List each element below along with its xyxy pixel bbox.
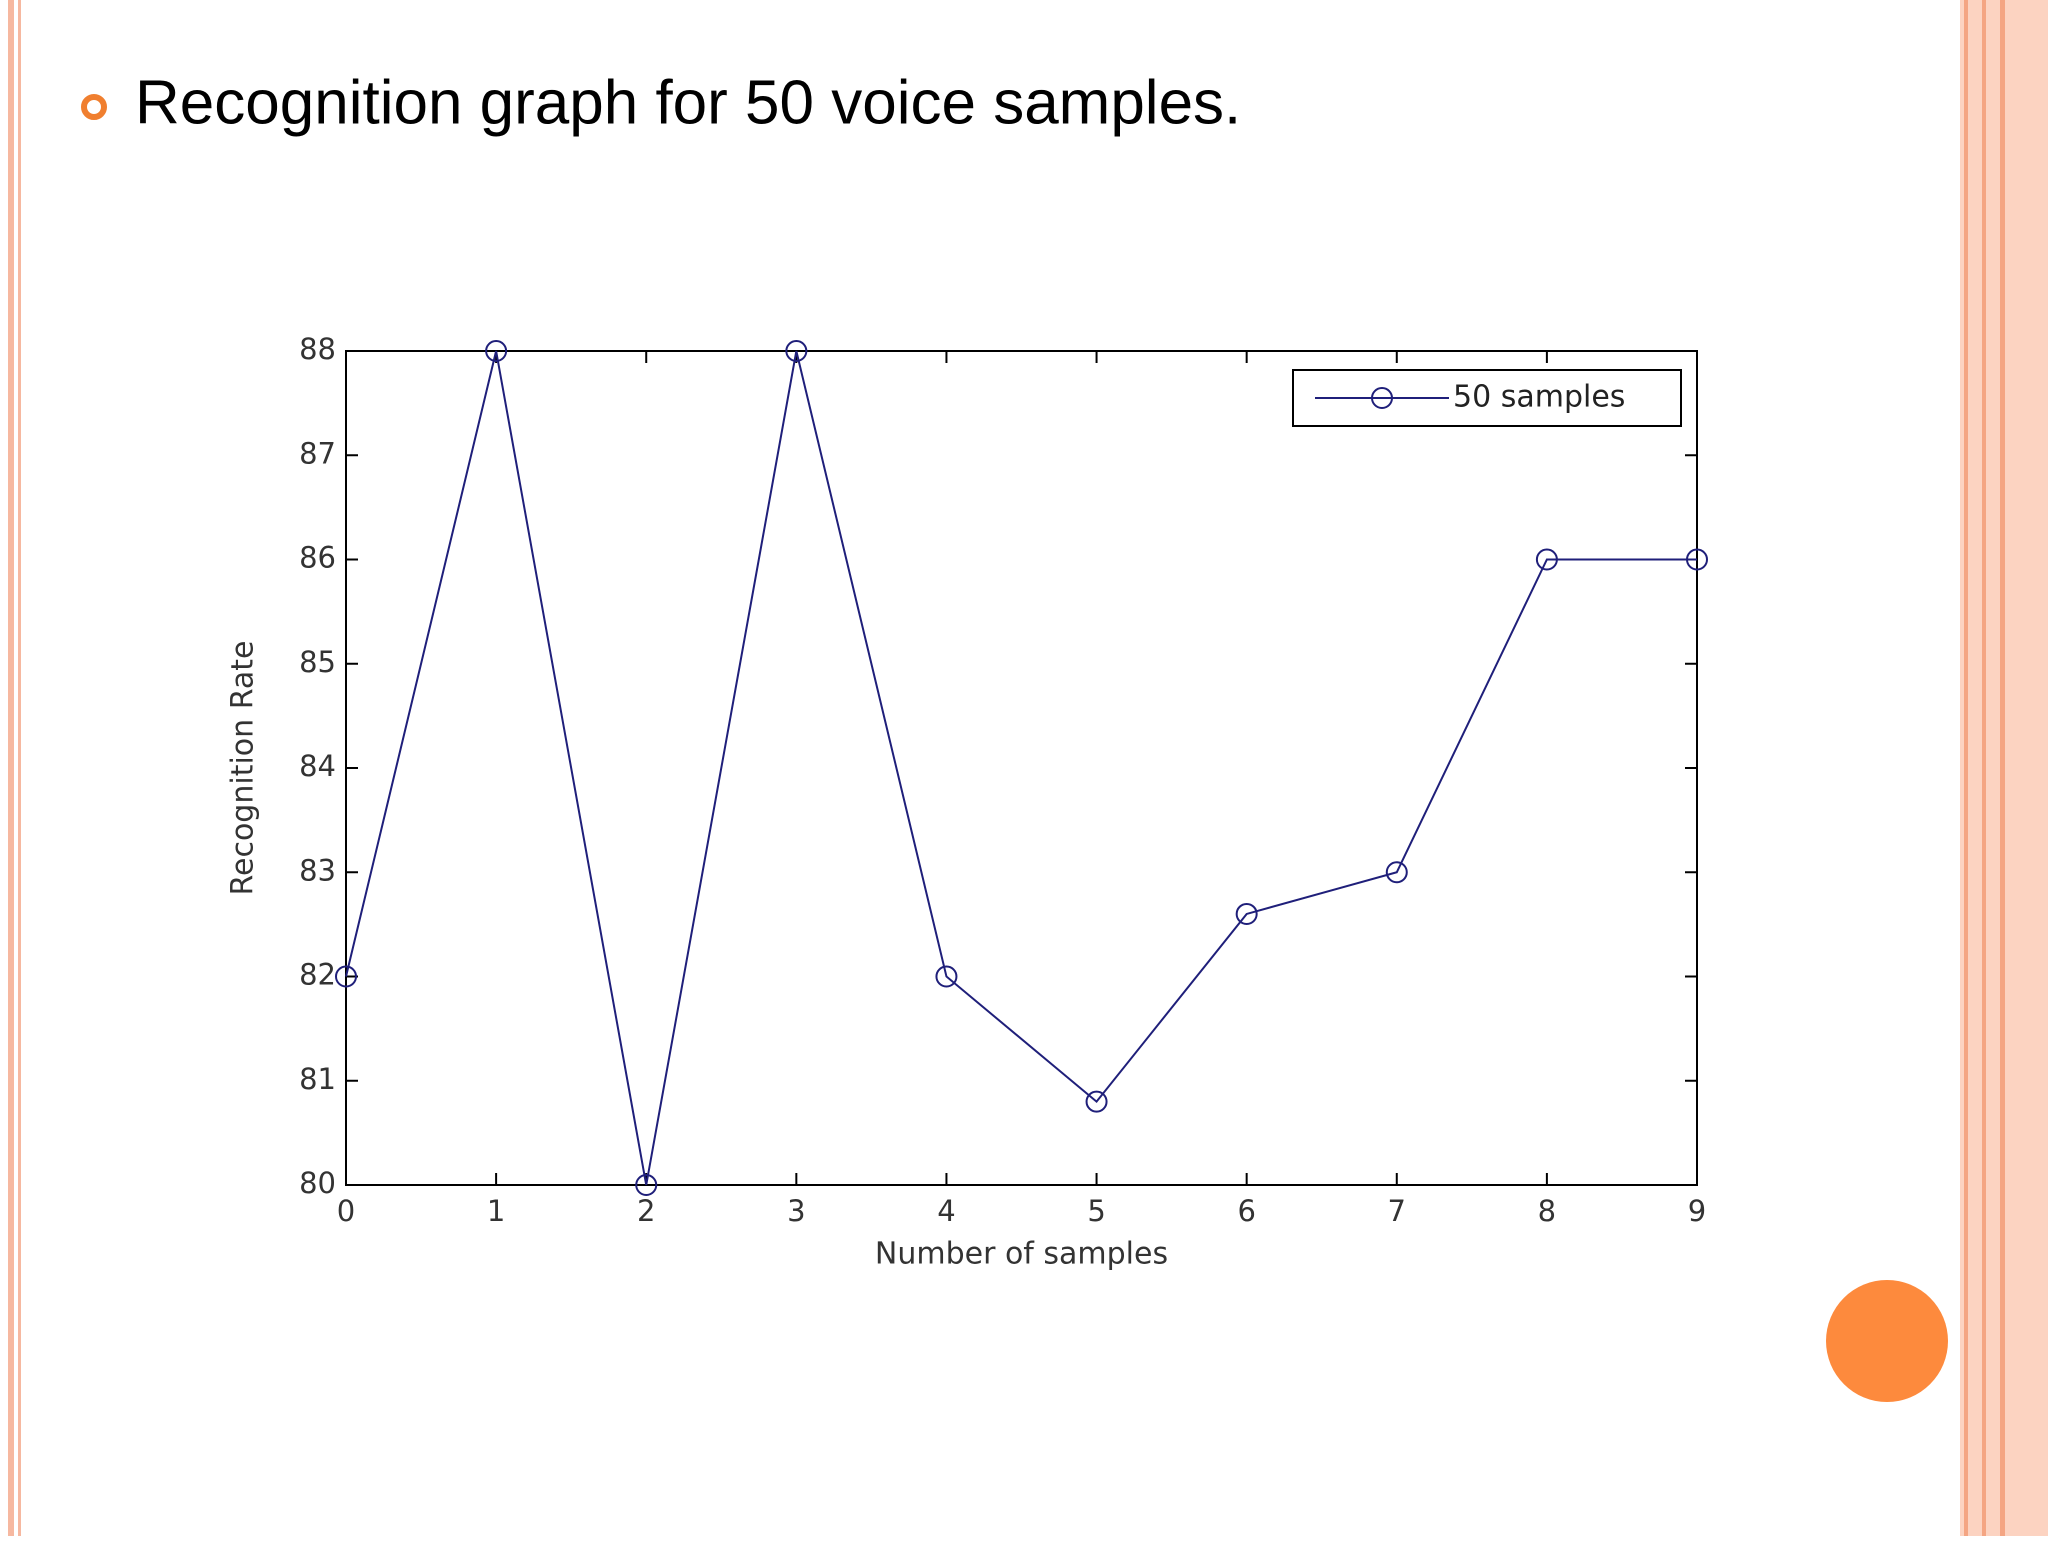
data-line xyxy=(345,350,1697,1186)
y-tick-label: 87 xyxy=(299,436,336,470)
plot-area xyxy=(345,350,1698,1186)
x-tick-label: 7 xyxy=(1388,1194,1406,1228)
data-point xyxy=(935,965,958,988)
x-tick-label: 1 xyxy=(487,1194,505,1228)
y-tick-label: 88 xyxy=(299,332,336,366)
x-tick-label: 8 xyxy=(1538,1194,1556,1228)
right-border xyxy=(1982,0,1986,1536)
data-point xyxy=(485,340,508,362)
data-point xyxy=(785,340,808,362)
legend-label: 50 samples xyxy=(1453,380,1625,415)
x-tick-label: 6 xyxy=(1237,1194,1255,1228)
x-tick-label: 9 xyxy=(1688,1194,1706,1228)
chart: 80 81 82 83 84 85 86 87 88 0 1 2 3 4 5 6 7 8 9 Number of sa… xyxy=(226,332,1708,1272)
data-point xyxy=(635,1174,658,1196)
y-tick-label: 84 xyxy=(299,749,336,783)
data-point xyxy=(1385,861,1408,884)
legend-marker xyxy=(1371,387,1393,409)
x-tick-label: 0 xyxy=(337,1194,355,1228)
y-tick-label: 86 xyxy=(299,541,336,575)
left-border xyxy=(18,0,21,1536)
y-tick-label: 81 xyxy=(299,1062,336,1096)
bullet xyxy=(81,94,107,120)
x-tick-label: 3 xyxy=(787,1194,805,1228)
x-tick-label: 2 xyxy=(637,1194,655,1228)
y-tick-label: 85 xyxy=(299,645,336,679)
x-axis-label: Number of samples xyxy=(875,1237,1168,1272)
data-point xyxy=(1085,1090,1108,1113)
data-point xyxy=(1686,548,1708,571)
x-tick-label: 5 xyxy=(1087,1194,1105,1228)
slide-heading: Recognition graph for 50 voice samples. xyxy=(135,68,1241,137)
x-tick-label: 4 xyxy=(937,1194,955,1228)
decor-circle xyxy=(1826,1280,1948,1402)
y-tick-label: 83 xyxy=(299,853,336,887)
data-point xyxy=(1535,548,1558,571)
y-axis-label: Recognition Rate xyxy=(226,641,261,896)
left-border xyxy=(8,0,14,1536)
y-tick-label: 80 xyxy=(299,1166,336,1200)
data-point xyxy=(1235,902,1258,925)
right-border xyxy=(1964,0,1968,1536)
right-border xyxy=(2000,0,2005,1536)
y-tick-label: 82 xyxy=(299,958,336,992)
data-point xyxy=(335,965,357,988)
